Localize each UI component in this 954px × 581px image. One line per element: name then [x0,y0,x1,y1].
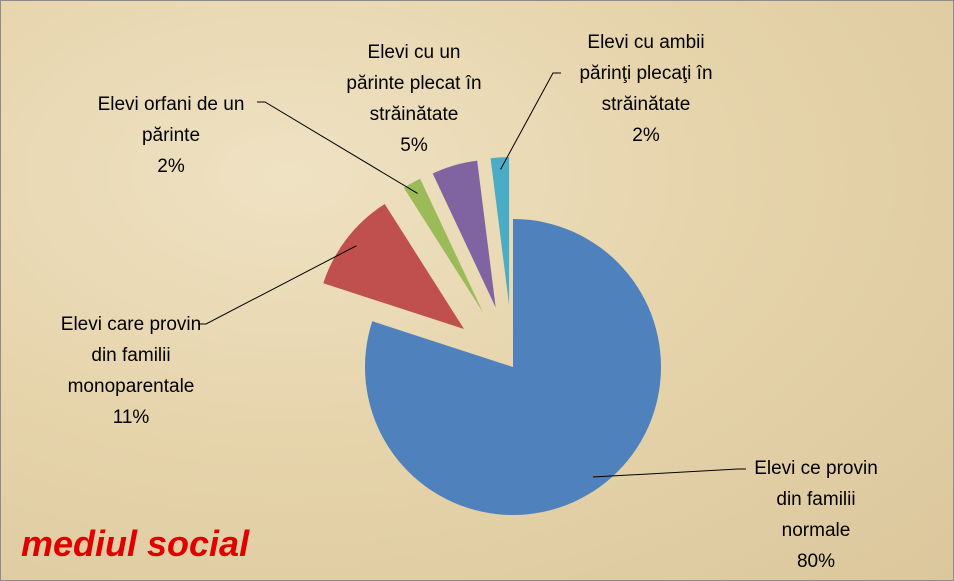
slice-label: Elevi cu ambii părinţi plecaţi în străin… [561,27,731,151]
slice-label: Elevi ce provin din familii normale 80% [741,453,891,577]
pie-slice [432,160,496,308]
category-label: Elevi orfani de un părinte [97,94,245,146]
leader-line [257,101,418,194]
value-label: 2% [632,125,660,146]
leader-line [592,468,746,478]
value-label: 5% [400,135,428,156]
value-label: 2% [157,156,185,177]
pie-slice [323,204,465,329]
pie-slice [364,219,661,515]
chart-title: mediul social [21,523,250,564]
slice-label: Elevi orfani de un părinte 2% [71,89,271,182]
category-label: Elevi cu un părinte plecat în străinătat… [346,42,482,125]
category-label: Elevi care provin din familii monoparent… [60,314,202,397]
value-label: 80% [796,551,836,572]
value-label: 11% [112,407,150,428]
leader-line [198,245,357,325]
leader-line [500,72,561,170]
slice-label: Elevi cu un părinte plecat în străinătat… [339,37,489,161]
category-label: Elevi cu ambii părinţi plecaţi în străin… [579,32,713,115]
slice-label: Elevi care provin din familii monoparent… [51,309,211,433]
category-label: Elevi ce provin din familii normale [754,458,878,541]
pie-slice [403,178,484,313]
pie-slice [490,157,510,306]
